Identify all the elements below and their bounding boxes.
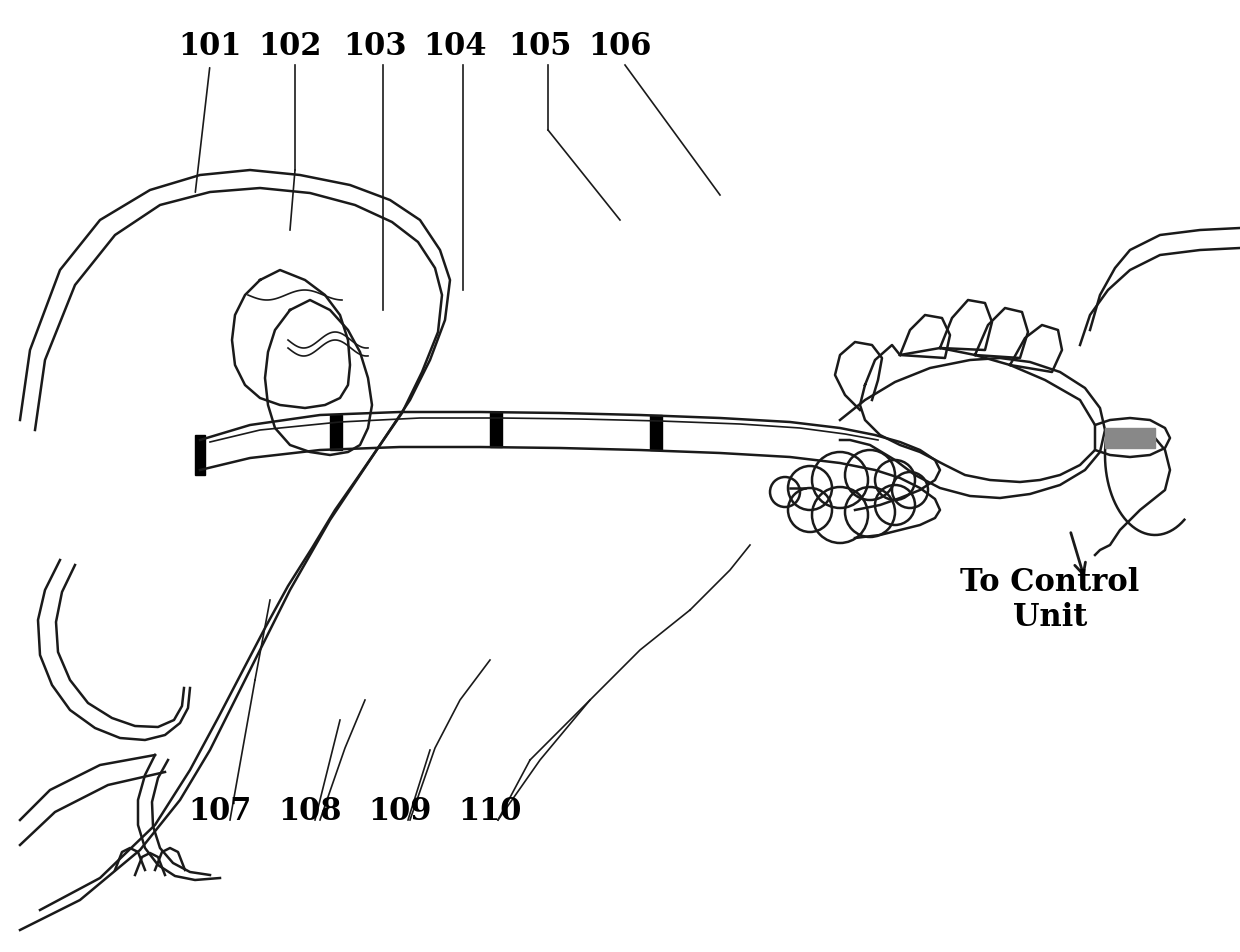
Text: 101: 101: [179, 31, 242, 62]
Polygon shape: [1105, 428, 1154, 448]
Text: 104: 104: [423, 31, 487, 62]
Text: 105: 105: [508, 31, 572, 62]
Polygon shape: [330, 415, 342, 450]
Polygon shape: [650, 415, 662, 450]
Text: 102: 102: [258, 31, 321, 62]
Text: 109: 109: [368, 796, 432, 827]
Text: 107: 107: [188, 796, 252, 827]
Text: To Control
Unit: To Control Unit: [960, 566, 1140, 633]
Text: 106: 106: [588, 31, 652, 62]
Polygon shape: [195, 435, 205, 475]
Polygon shape: [490, 412, 502, 447]
Text: 103: 103: [343, 31, 407, 62]
Text: 110: 110: [459, 796, 522, 827]
Text: 108: 108: [278, 796, 342, 827]
